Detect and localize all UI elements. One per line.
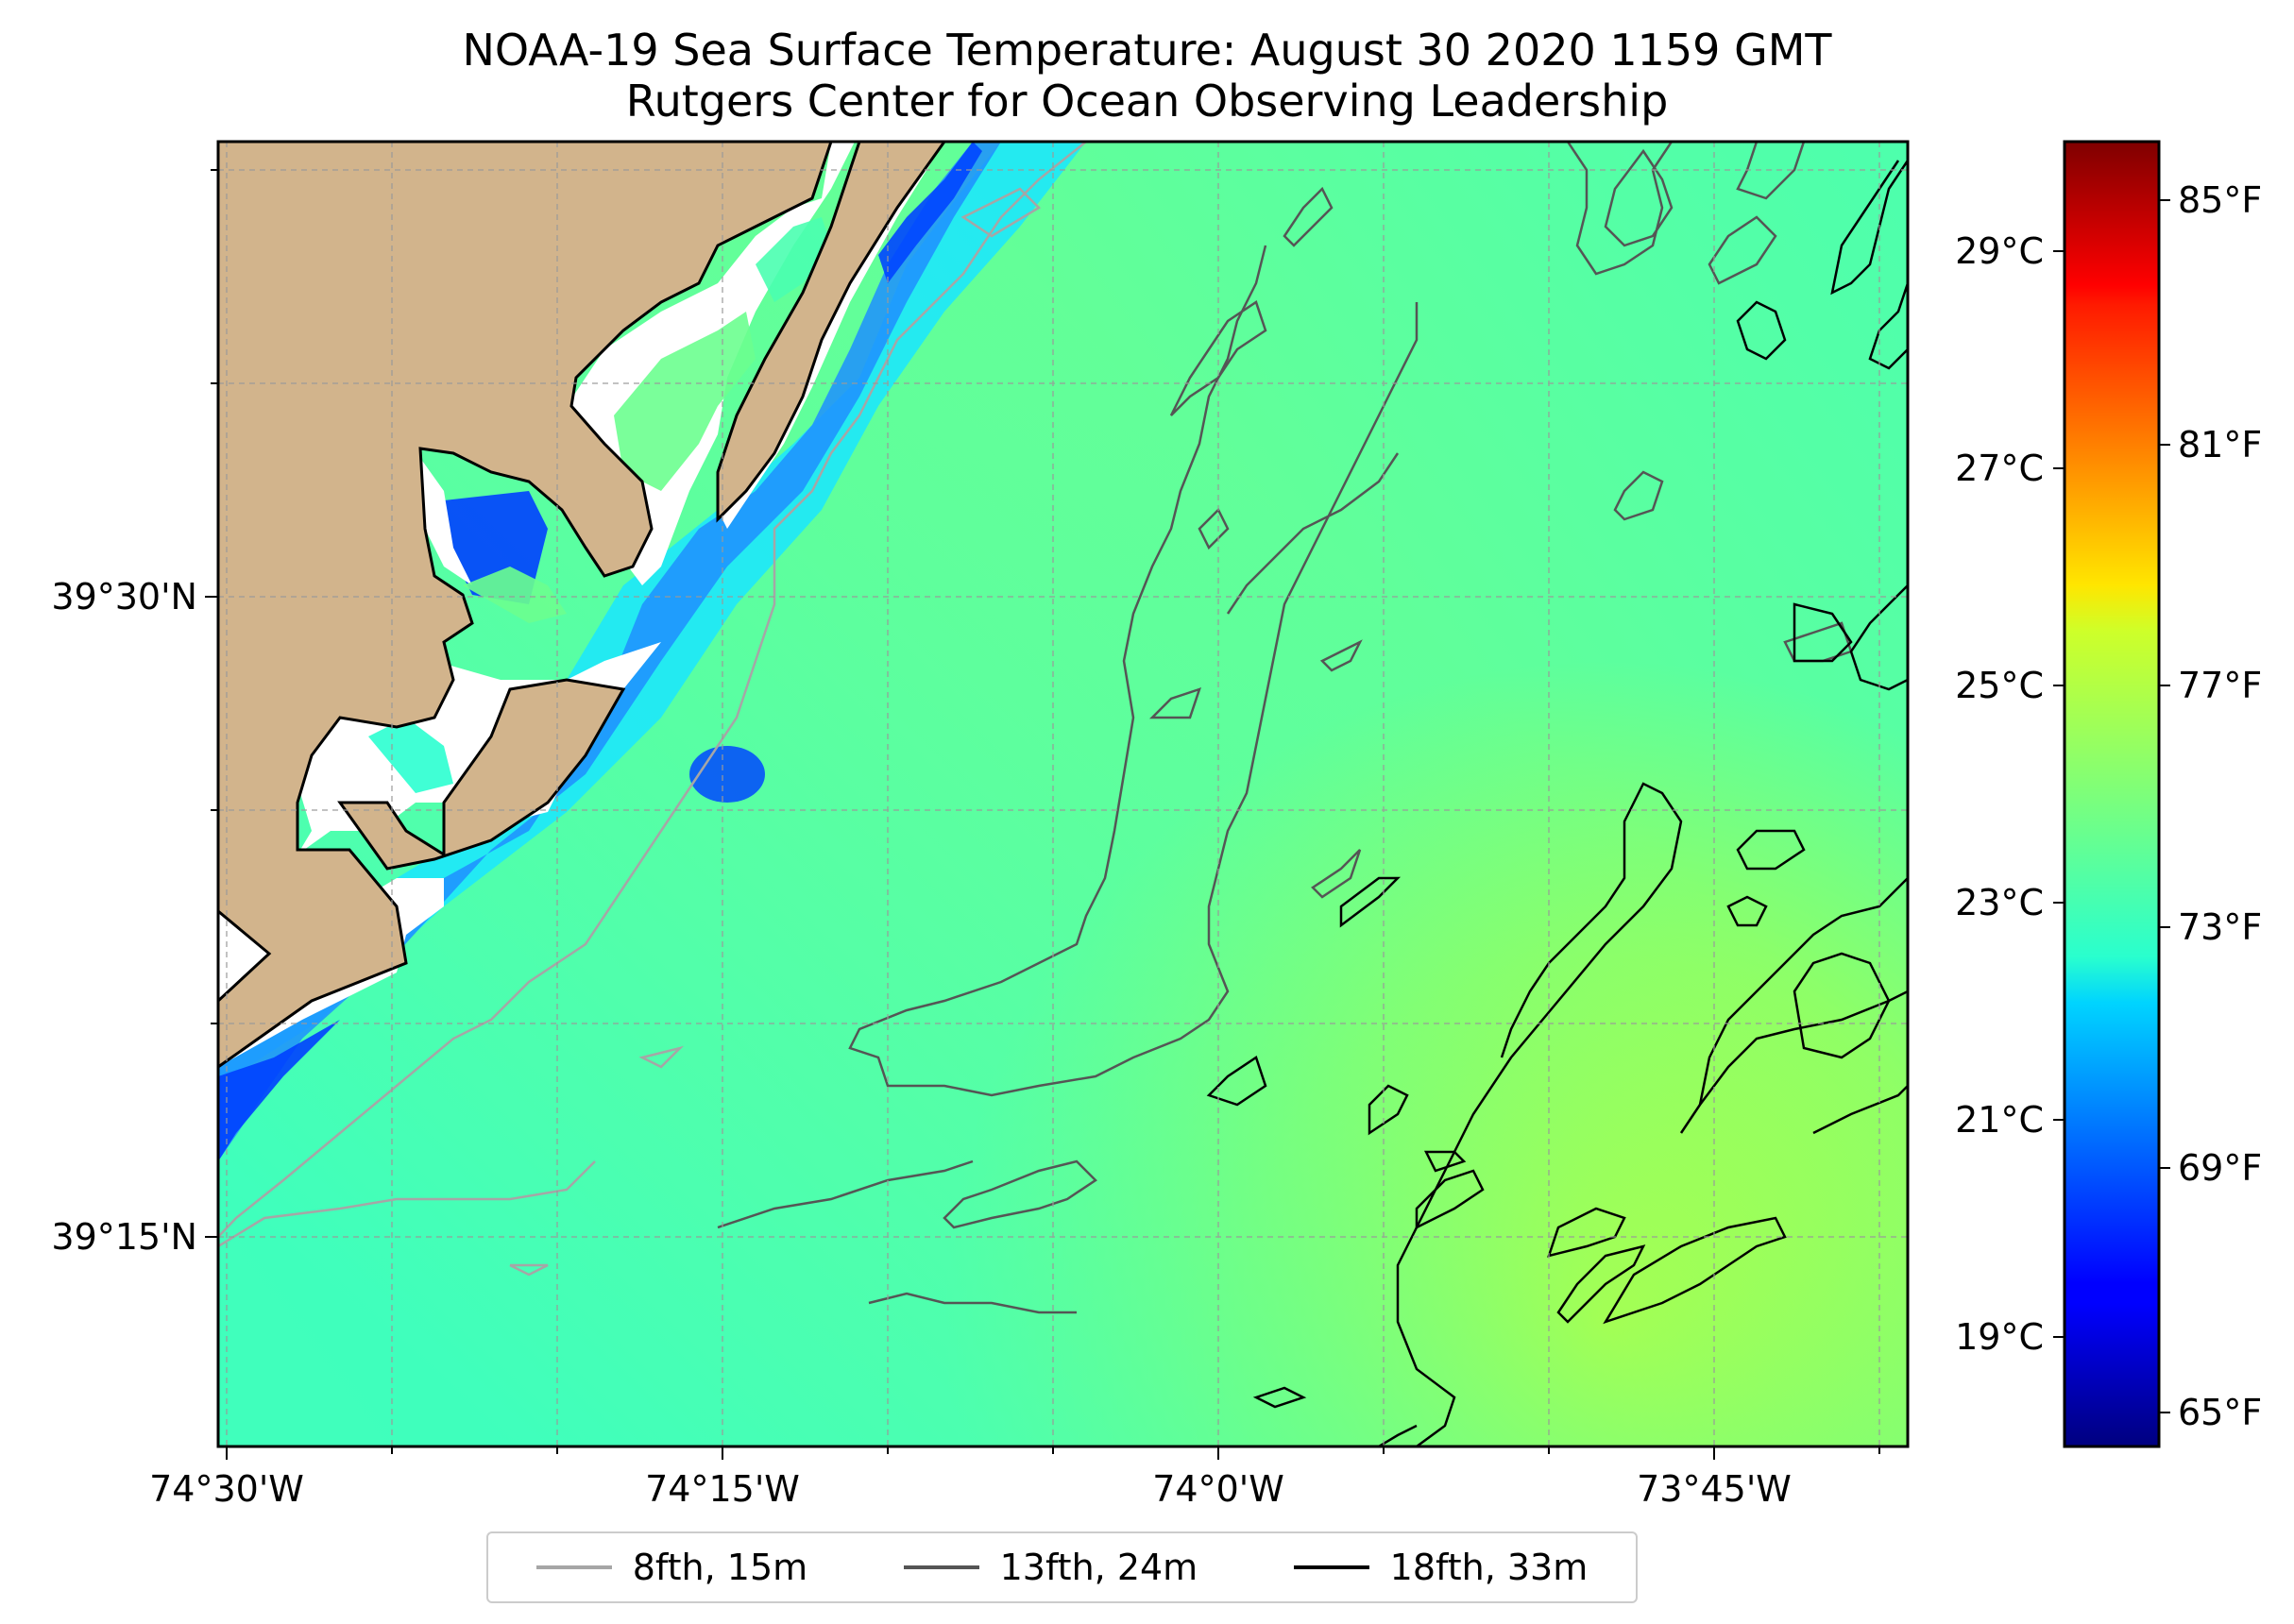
bay-sst-2 (368, 718, 453, 793)
colorbar-f-label: 65°F (2178, 1392, 2262, 1433)
colorbar-celsius-axis: 29°C 27°C 25°C 23°C 21°C 19°C (1955, 230, 2065, 1358)
plot-frame (216, 140, 1910, 1448)
y-axis: 39°30'N 39°15'N (51, 169, 218, 1258)
sst-cold-patch-south (218, 1020, 340, 1161)
y-tick-label: 39°30'N (51, 576, 197, 617)
colorbar: 29°C 27°C 25°C 23°C 21°C 19°C 85°F 81°F 77°F 73°… (1955, 140, 2262, 1448)
x-tick-label: 74°15'W (645, 1468, 800, 1510)
colorbar-f-label: 81°F (2178, 424, 2262, 465)
colorbar-fahrenheit-axis: 85°F 81°F 77°F 73°F 69°F 65°F (2159, 179, 2262, 1433)
x-tick-label: 73°45'W (1637, 1468, 1792, 1510)
legend-label-13fth: 13fth, 24m (999, 1547, 1198, 1588)
plot-area (218, 142, 1908, 1446)
nodata-inlet (420, 458, 472, 585)
x-axis: 74°30'W 74°15'W 74°0'W 73°45'W (149, 1446, 1880, 1510)
colorbar-c-label: 27°C (1955, 448, 2044, 489)
bay-sst-1 (463, 567, 567, 623)
legend-item-8fth: 8fth, 15m (535, 1547, 808, 1588)
colorbar-c-label: 21°C (1955, 1099, 2044, 1141)
sst-cold-eddy (689, 746, 765, 803)
legend-label-18fth: 18fth, 33m (1389, 1547, 1589, 1588)
legend-item-18fth: 18fth, 33m (1293, 1547, 1589, 1588)
lagoon-sst-2 (756, 217, 831, 302)
x-tick-label: 74°0'W (1152, 1468, 1284, 1510)
colorbar-f-label: 69°F (2178, 1147, 2262, 1189)
legend-swatch-18fth (1293, 1565, 1369, 1569)
legend-item-13fth: 13fth, 24m (903, 1547, 1198, 1588)
title-line-1: NOAA-19 Sea Surface Temperature: August … (462, 25, 1832, 76)
grid (218, 142, 1908, 1446)
legend-label-8fth: 8fth, 15m (632, 1547, 808, 1588)
lagoon-sst-1 (614, 312, 756, 491)
colorbar-f-label: 85°F (2178, 179, 2262, 221)
colorbar-c-label: 29°C (1955, 230, 2044, 272)
land-cape-may (337, 678, 626, 871)
nodata-south (218, 911, 269, 1001)
sst-cold-patch-north (878, 142, 982, 283)
colorbar-f-label: 77°F (2178, 665, 2262, 706)
colorbar-c-label: 25°C (1955, 665, 2044, 706)
isobath-legend: 8fth, 15m 13fth, 24m 18fth, 33m (486, 1531, 1638, 1603)
title-line-2: Rutgers Center for Ocean Observing Leade… (625, 76, 1669, 127)
colorbar-gradient (2063, 140, 2161, 1448)
land-new-jersey (218, 142, 833, 1069)
y-tick-label: 39°15'N (51, 1216, 197, 1258)
x-tick-label: 74°30'W (149, 1468, 304, 1510)
colorbar-c-label: 23°C (1955, 882, 2044, 923)
colorbar-f-label: 73°F (2178, 906, 2262, 948)
isobath-18fth (1206, 160, 1908, 1446)
isobath-13fth (717, 142, 1853, 1314)
sst-nearshore-blue (218, 142, 1001, 1161)
land-barrier-island (716, 142, 946, 523)
legend-swatch-13fth (903, 1565, 979, 1569)
colorbar-c-label: 19°C (1955, 1316, 2044, 1358)
legend-swatch-8fth (535, 1565, 612, 1569)
figure-title: NOAA-19 Sea Surface Temperature: August … (0, 25, 2294, 127)
